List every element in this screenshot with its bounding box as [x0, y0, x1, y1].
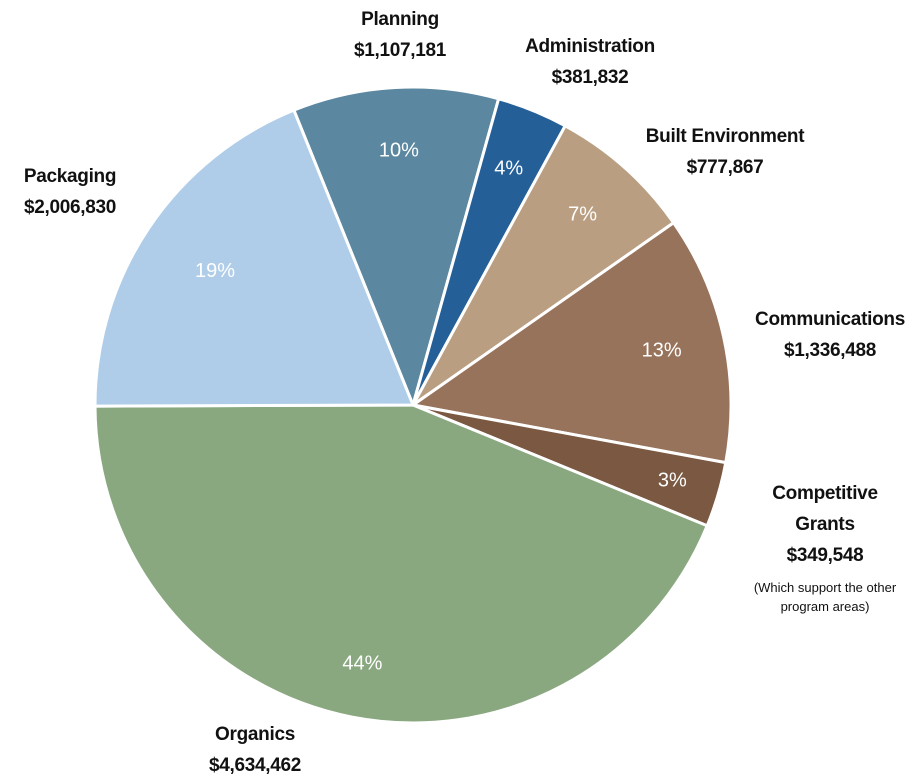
pie-slice — [291, 85, 501, 410]
slice-label: Administration $381,832 — [490, 31, 690, 93]
percent-label: 7% — [568, 204, 597, 226]
pie-slice — [409, 220, 733, 465]
category-name: Planning — [361, 9, 439, 30]
value-label: $777,867 — [686, 157, 764, 178]
value-label: $349,548 — [786, 545, 864, 566]
value-label: $4,634,462 — [208, 755, 302, 776]
value-label: $1,336,488 — [783, 340, 877, 361]
slice-label: Competitive Grants $349,548 — [760, 478, 890, 571]
category-name: Built Environment — [645, 126, 805, 147]
slice-label: Communications $1,336,488 — [745, 304, 914, 366]
pie-slice — [93, 108, 416, 408]
slice-label: Planning $1,107,181 — [300, 4, 500, 66]
value-label: $2,006,830 — [23, 197, 117, 218]
percent-label: 19% — [195, 260, 235, 282]
value-label: $1,107,181 — [353, 40, 447, 61]
category-name: Competitive Grants — [772, 483, 878, 535]
slice-label: Built Environment $777,867 — [615, 121, 835, 183]
category-name: Packaging — [23, 166, 117, 187]
category-name: Administration — [525, 36, 655, 57]
percent-label: 44% — [342, 652, 382, 674]
pie-slice — [411, 123, 676, 407]
percent-label: 13% — [642, 339, 682, 361]
annotation: (Which support the other program areas) — [753, 580, 897, 614]
category-name: Organics — [215, 724, 295, 745]
slice-label: Packaging $2,006,830 — [0, 161, 150, 223]
value-label: $381,832 — [551, 67, 629, 88]
percent-label: 10% — [379, 139, 419, 161]
slice-label: Organics $4,634,462 — [155, 719, 355, 778]
percent-label: 3% — [658, 470, 687, 492]
percent-label: 4% — [494, 158, 523, 180]
pie-slice — [93, 403, 710, 725]
category-name: Communications — [755, 309, 905, 330]
